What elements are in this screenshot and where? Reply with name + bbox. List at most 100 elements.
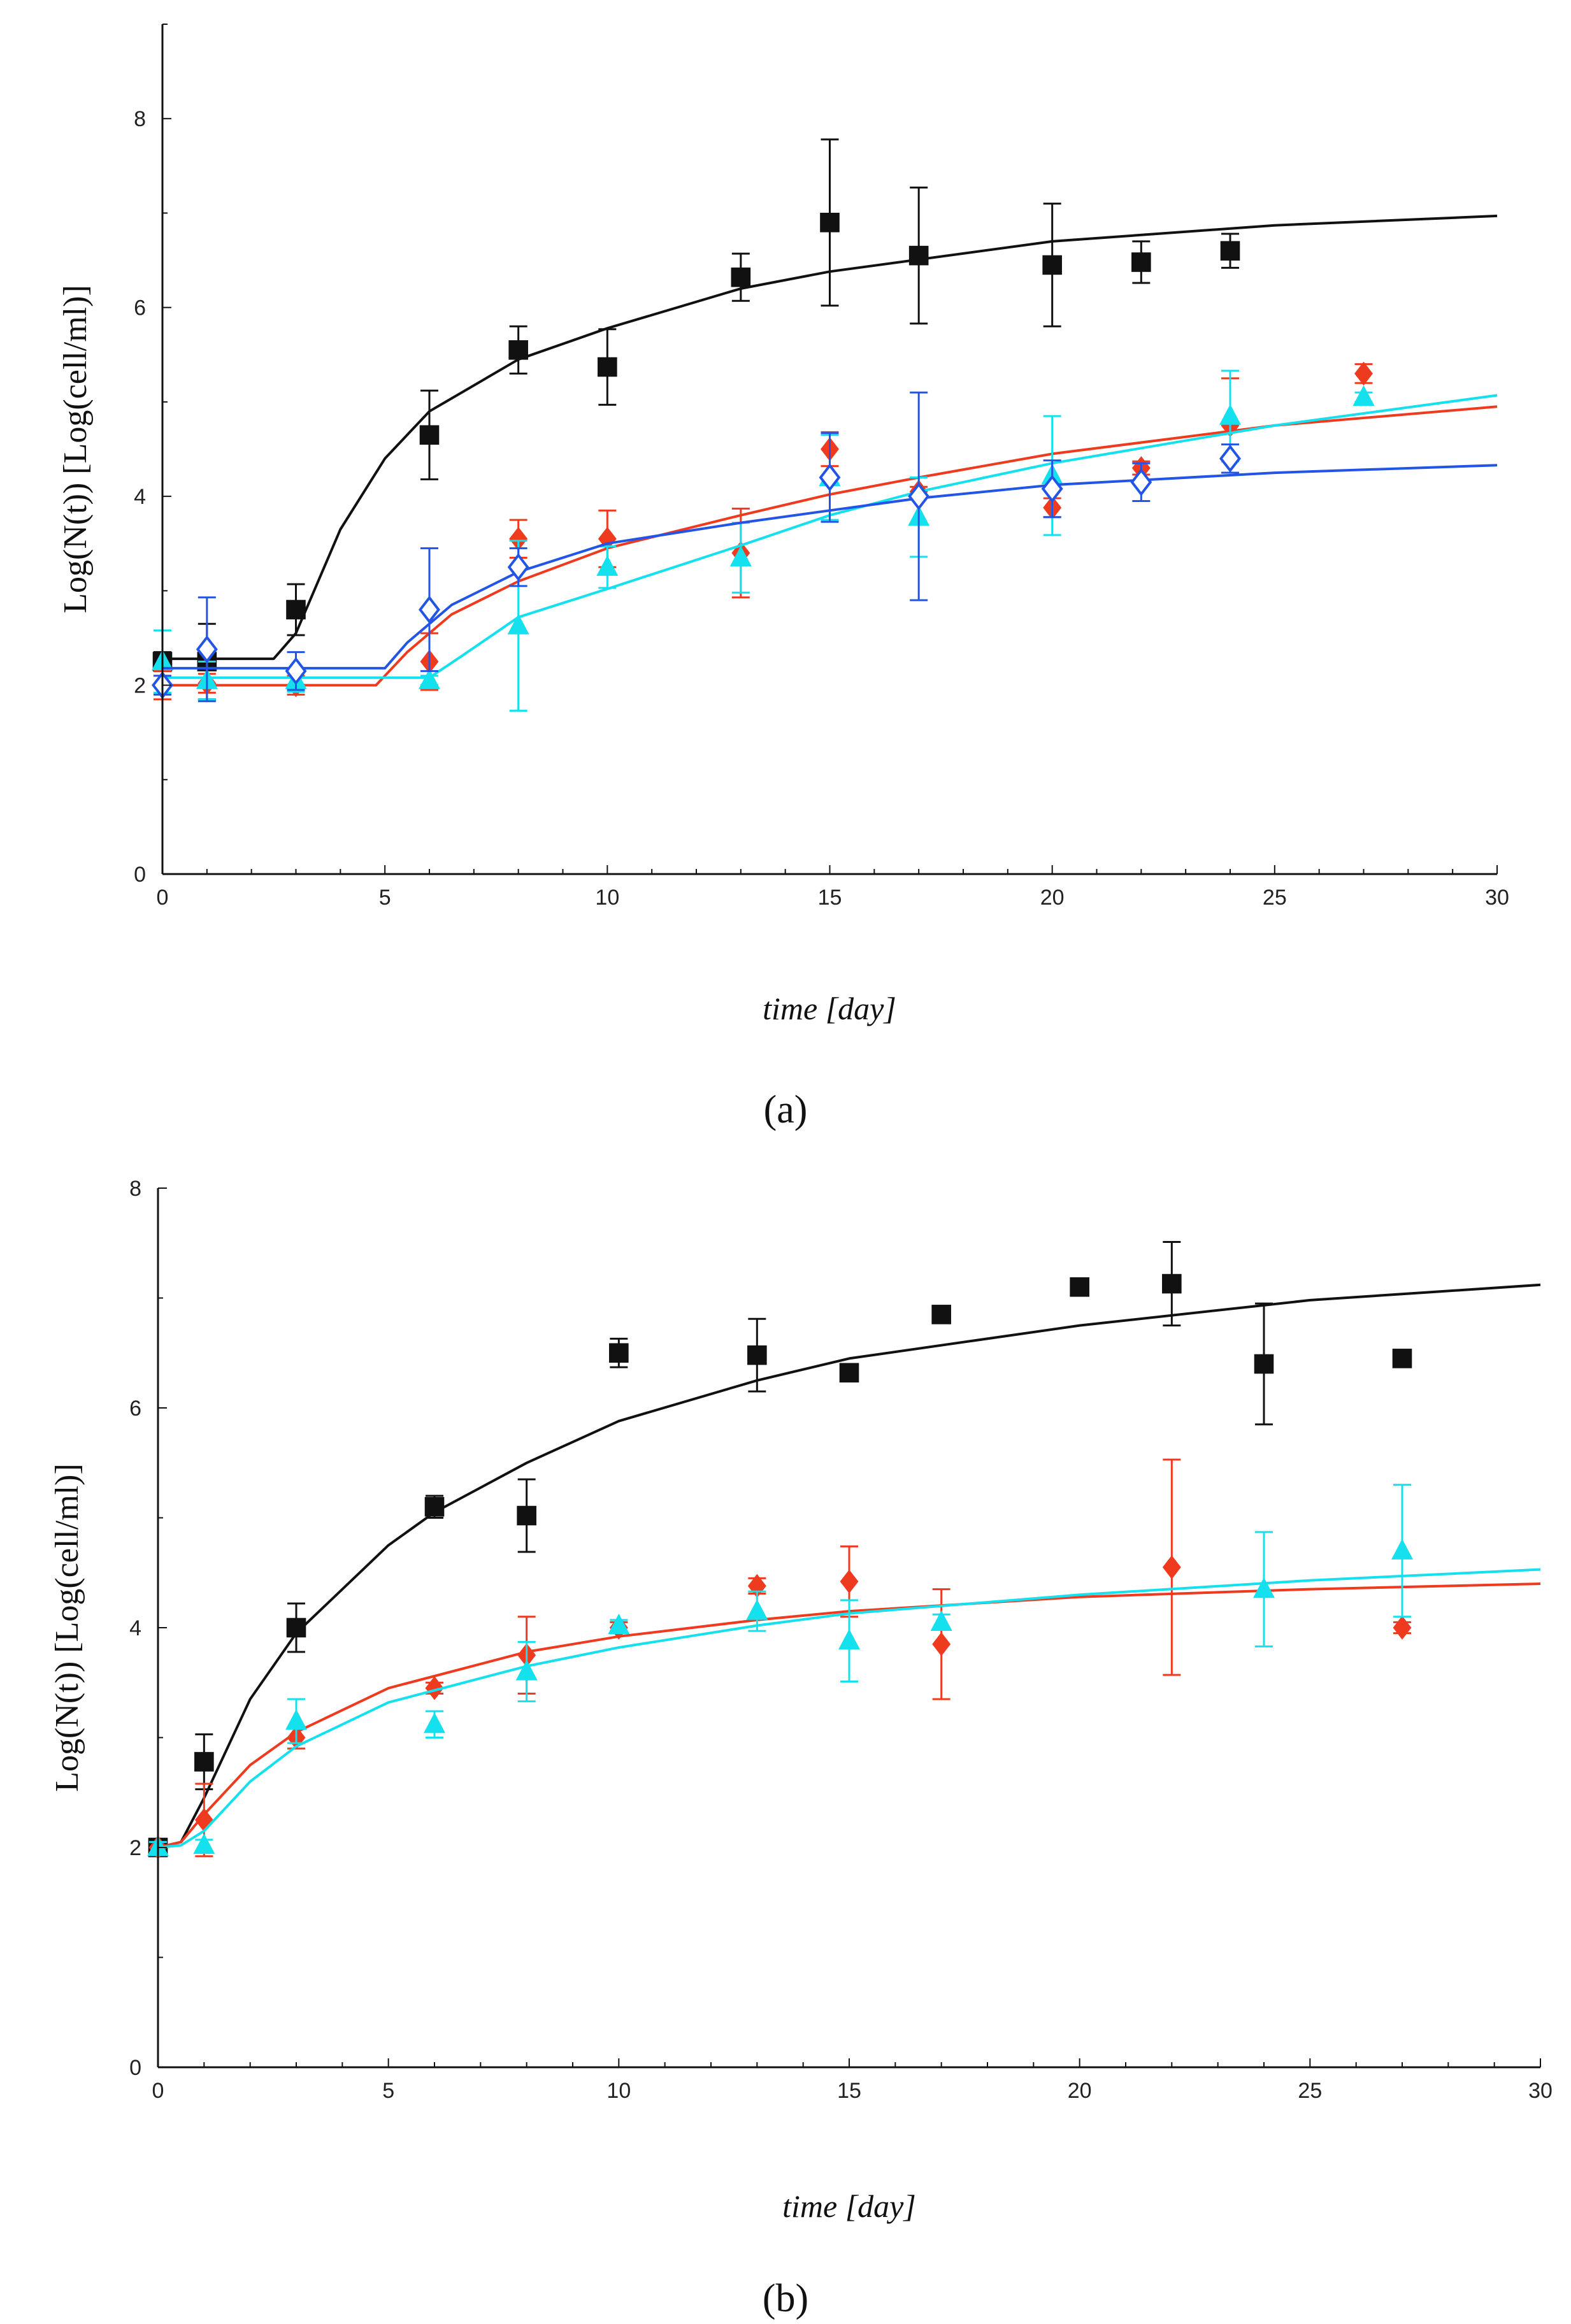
- chart-b-x-tick-label: 20: [1068, 2079, 1092, 2103]
- chart-a-x-tick-label: 0: [157, 886, 169, 910]
- chart-a-caption: (a): [764, 1088, 808, 1131]
- chart-a-black-point: [1220, 241, 1240, 261]
- chart-b-series-cyan: [147, 1484, 1541, 1856]
- chart-a-y-label: Log(N(t)) [Log(cell/ml)]: [57, 285, 94, 613]
- chart-a-blue-point: [285, 657, 307, 685]
- chart-b: 0 5 10 15 20 25 30 0 2 4 6 8 time [day] Log(N(t)) …: [49, 1177, 1553, 2320]
- chart-b-black-point: [424, 1496, 445, 1517]
- chart-a-x-tick-label: 15: [818, 886, 842, 910]
- chart-a-blue-point: [1041, 475, 1063, 503]
- chart-a-marks: [152, 138, 1498, 712]
- chart-b-y-tick-label: 6: [129, 1396, 141, 1421]
- chart-b-black-point: [839, 1363, 859, 1383]
- chart-a-red-point: [509, 527, 528, 551]
- chart-a-x-label: time [day]: [763, 991, 896, 1026]
- chart-a-cyan-point: [507, 613, 529, 635]
- chart-a-black-point: [731, 267, 751, 287]
- chart-b-black-point: [1254, 1354, 1274, 1374]
- chart-a-x-tick-label: 25: [1263, 886, 1287, 910]
- chart-b-cyan-point: [1391, 1539, 1413, 1560]
- chart-a-cyan-point: [729, 545, 752, 567]
- chart-b-x-tick-label: 5: [382, 2079, 394, 2103]
- chart-a-cyan-point: [596, 555, 619, 576]
- chart-a-y-tick-label: 6: [134, 296, 146, 320]
- chart-b-black-point: [931, 1305, 951, 1324]
- chart-b-cyan-point: [515, 1660, 538, 1681]
- chart-a-black-point: [908, 245, 929, 266]
- chart-b-cyan-point: [1253, 1577, 1275, 1598]
- chart-a-blue-point: [819, 463, 841, 492]
- chart-b-black-point: [609, 1343, 629, 1363]
- chart-b-x-tick-label: 10: [606, 2079, 631, 2103]
- chart-a-cyan-point: [1352, 385, 1375, 406]
- chart-b-x-tick-label: 0: [152, 2079, 164, 2103]
- chart-a-series-cyan: [152, 369, 1498, 712]
- chart-b-cyan-point: [193, 1833, 215, 1854]
- chart-b-x-tick-label: 25: [1298, 2079, 1322, 2103]
- chart-b-caption: (b): [763, 2277, 808, 2320]
- chart-b-red-point: [1162, 1555, 1181, 1579]
- chart-a-black-point: [1131, 252, 1151, 272]
- chart-b-black-fit-line: [157, 1283, 1541, 1849]
- chart-a-blue-point: [507, 553, 529, 582]
- chart-a-y-ticks: 0 2 4 6 8: [134, 24, 171, 887]
- chart-a-cyan-point: [419, 668, 440, 689]
- chart-b-cyan-point: [285, 1709, 307, 1730]
- chart-b-black-point: [286, 1617, 306, 1638]
- chart-b-red-point: [1393, 1616, 1412, 1640]
- chart-b-red-point: [932, 1632, 951, 1656]
- chart-a-series-red: [153, 361, 1498, 701]
- chart-a-y-tick-label: 4: [134, 485, 146, 509]
- chart-a-black-point: [598, 357, 617, 377]
- chart-a-blue-point: [908, 482, 930, 511]
- chart-a-red-point: [598, 527, 617, 551]
- chart-a: 0 5 10 15 20 25 30 0 2 4 6 8 time [day] Log(N(t)) …: [57, 24, 1509, 1131]
- chart-a-y-tick-label: 0: [134, 863, 146, 887]
- chart-b-y-ticks: 0 2 4 6 8: [129, 1177, 167, 2080]
- chart-b-black-point: [747, 1345, 767, 1365]
- chart-b-marks: [147, 1241, 1541, 1860]
- chart-a-black-point: [508, 340, 528, 360]
- chart-b-cyan-point: [930, 1610, 952, 1631]
- chart-a-blue-point: [419, 596, 440, 624]
- chart-a-black-point: [286, 599, 306, 620]
- chart-a-red-point: [1354, 361, 1373, 386]
- chart-a-black-point: [820, 212, 840, 233]
- chart-b-series-black: [148, 1241, 1541, 1858]
- chart-a-x-tick-label: 10: [595, 886, 619, 910]
- chart-b-cyan-point: [838, 1629, 860, 1650]
- chart-a-red-fit-line: [162, 405, 1498, 687]
- chart-a-blue-point: [196, 635, 218, 664]
- chart-a-blue-fit-line: [162, 464, 1498, 670]
- chart-b-cyan-point: [608, 1613, 630, 1635]
- chart-b-black-point: [1162, 1273, 1182, 1294]
- chart-a-y-tick-label: 8: [134, 107, 146, 131]
- chart-a-black-fit-line: [162, 214, 1498, 661]
- chart-b-x-tick-label: 15: [837, 2079, 861, 2103]
- chart-b-red-point: [194, 1808, 213, 1832]
- chart-a-blue-point: [1219, 444, 1241, 473]
- chart-b-x-ticks: 0 5 10 15 20 25 30: [152, 2058, 1553, 2103]
- chart-a-cyan-point: [1219, 404, 1241, 425]
- chart-a-blue-point: [1130, 468, 1152, 496]
- chart-a-x-ticks: 0 5 10 15 20 25 30: [157, 865, 1509, 910]
- chart-a-series-blue: [152, 391, 1498, 703]
- chart-b-series-red: [148, 1458, 1541, 1860]
- chart-a-series-black: [152, 138, 1498, 701]
- chart-a-x-tick-label: 30: [1485, 886, 1509, 910]
- chart-b-cyan-point: [746, 1599, 768, 1620]
- chart-a-x-tick-label: 5: [379, 886, 391, 910]
- chart-b-x-tick-label: 30: [1528, 2079, 1553, 2103]
- chart-b-y-label: Log(N(t)) [Log(cell/ml)]: [49, 1463, 85, 1791]
- chart-b-x-label: time [day]: [782, 2188, 916, 2224]
- chart-b-black-point: [517, 1505, 536, 1526]
- chart-b-y-tick-label: 8: [129, 1177, 141, 1201]
- chart-b-y-tick-label: 0: [129, 2056, 141, 2080]
- chart-b-black-point: [194, 1752, 214, 1772]
- chart-b-y-tick-label: 4: [129, 1616, 141, 1640]
- chart-b-black-point: [1392, 1349, 1412, 1368]
- chart-b-black-point: [1070, 1277, 1089, 1297]
- chart-a-black-point: [419, 425, 440, 445]
- chart-a-black-point: [1042, 255, 1062, 275]
